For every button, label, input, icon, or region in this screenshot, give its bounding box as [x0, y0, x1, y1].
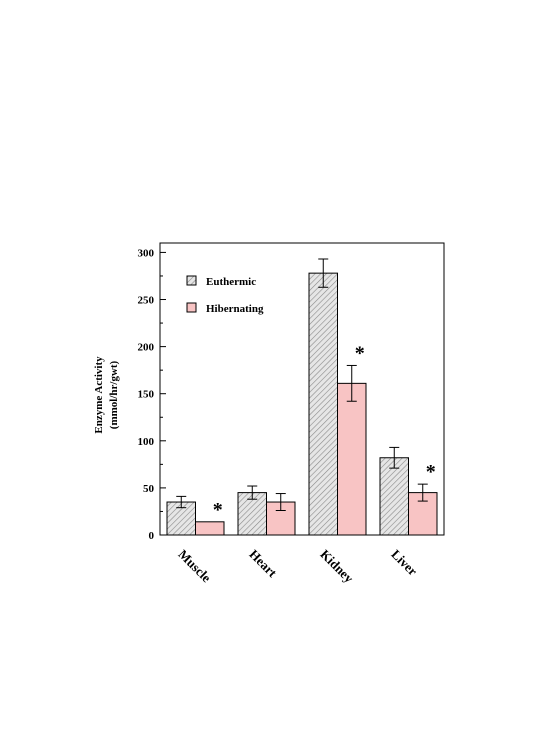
legend: Euthermic Hibernating	[186, 275, 264, 315]
y-tick-label: 250	[138, 295, 155, 307]
bar-hibernating-kidney	[337, 382, 367, 536]
significance-marker: *	[213, 499, 223, 521]
y-axis-label: Enzyme Activity	[93, 356, 105, 434]
y-axis-units: (mmol/hr/gwt)	[108, 360, 120, 429]
legend-label-hibernating: Hibernating	[206, 303, 264, 315]
x-tick-label: Muscle	[175, 547, 214, 586]
y-tick-label: 0	[149, 530, 155, 542]
x-tick-label: Liver	[388, 547, 420, 579]
y-tick-label: 200	[138, 342, 155, 354]
legend-label-euthermic: Euthermic	[206, 276, 256, 288]
significance-marker: *	[426, 461, 436, 483]
bar-euthermic-liver	[379, 457, 409, 536]
bar-series: * * *	[166, 258, 438, 536]
y-tick-label: 100	[138, 436, 155, 448]
bar-euthermic-kidney	[308, 272, 338, 536]
legend-swatch-hibernating	[186, 302, 197, 313]
y-axis: 0 50 100 150 200 250 300	[138, 247, 166, 542]
y-tick-label: 300	[138, 247, 155, 259]
significance-marker: *	[355, 342, 365, 364]
x-axis-labels: Muscle Heart Kidney Liver	[175, 547, 420, 587]
x-tick-label: Heart	[246, 547, 280, 581]
plot-frame	[159, 242, 445, 536]
legend-swatch-euthermic	[186, 275, 197, 286]
y-tick-label: 150	[138, 389, 155, 401]
bar-hibernating-muscle	[195, 521, 225, 536]
x-tick-label: Kidney	[317, 547, 357, 587]
y-tick-label: 50	[143, 483, 155, 495]
